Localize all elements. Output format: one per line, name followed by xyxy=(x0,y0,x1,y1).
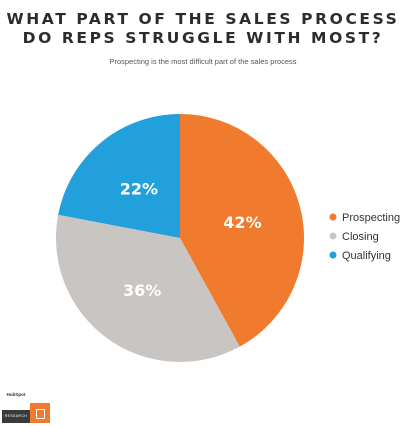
pie-slice-labels: 42% 36% 22% xyxy=(120,179,262,300)
pie-slice-qualifying xyxy=(58,114,180,238)
legend-label-prospecting: Prospecting xyxy=(342,212,400,224)
logo-bar: RESEARCH xyxy=(2,410,30,423)
chart-title: WHAT PART OF THE SALES PROCESS DO REPS S… xyxy=(0,10,406,48)
pie-slice-prospecting xyxy=(180,114,304,347)
legend-swatch-qualifying xyxy=(329,251,337,259)
logo-clipboard-icon xyxy=(30,403,50,423)
logo-wordmark: HubSpot xyxy=(6,392,26,397)
logo-bar-text: RESEARCH xyxy=(4,414,28,418)
hubspot-research-logo: HubSpot RESEARCH xyxy=(2,380,50,424)
chart-subtitle: Prospecting is the most difficult part o… xyxy=(109,57,297,66)
chart-title-line-2: DO REPS STRUGGLE WITH MOST? xyxy=(22,29,384,47)
legend-label-closing: Closing xyxy=(342,231,379,243)
legend-label-qualifying: Qualifying xyxy=(342,250,391,262)
chart-title-line-1: WHAT PART OF THE SALES PROCESS xyxy=(6,10,400,28)
slice-label-closing: 36% xyxy=(123,281,161,300)
legend-swatch-closing xyxy=(329,232,337,240)
slice-label-qualifying: 22% xyxy=(120,179,158,198)
slice-label-prospecting: 42% xyxy=(223,213,261,232)
pie-slice-closing xyxy=(56,214,240,363)
legend: Prospecting Closing Qualifying xyxy=(329,212,400,262)
pie-slices xyxy=(56,114,304,363)
legend-swatch-prospecting xyxy=(329,213,337,221)
